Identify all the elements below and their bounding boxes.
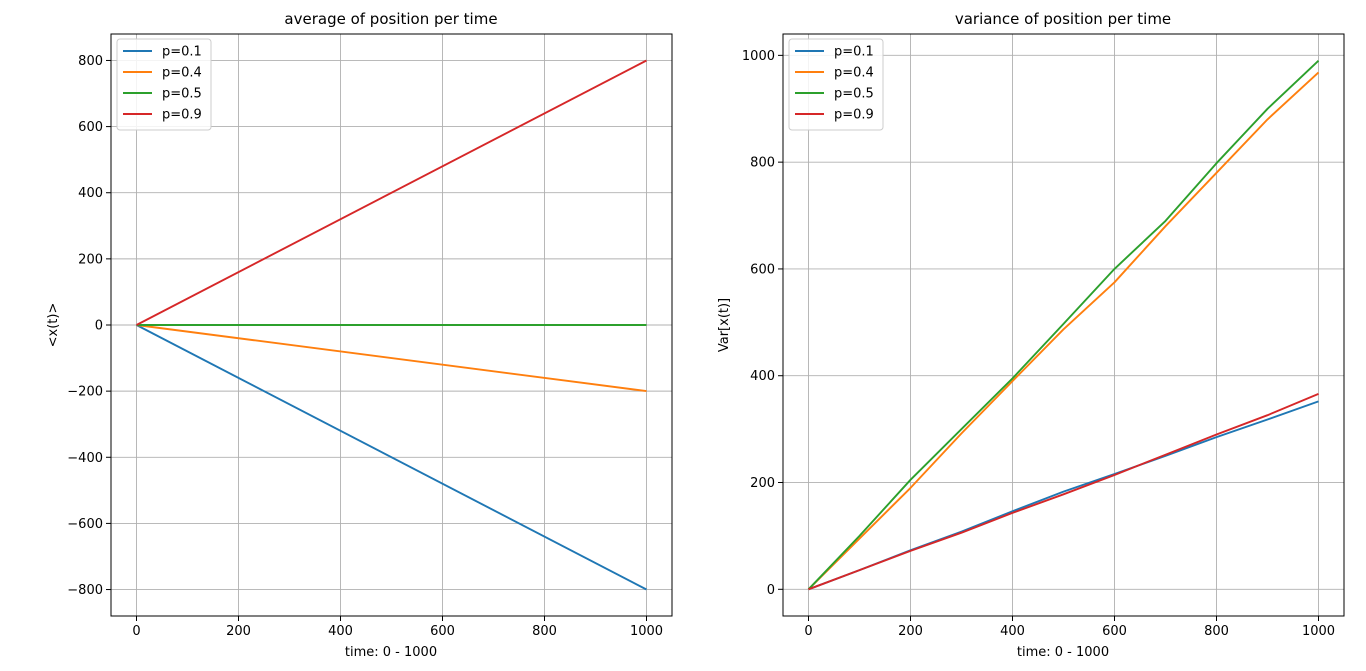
legend-label: p=0.1 bbox=[162, 45, 202, 60]
y-tick-label: 1000 bbox=[742, 49, 775, 64]
plot-frame bbox=[110, 33, 673, 617]
x-axis-label: time: 0 - 1000 bbox=[1017, 645, 1109, 660]
x-tick-label: 800 bbox=[532, 624, 557, 639]
series-line-p=0.9 bbox=[808, 393, 1319, 591]
y-tick-label: 800 bbox=[78, 54, 103, 69]
series-line-p=0.4 bbox=[807, 71, 1320, 590]
series-line-p=0.9 bbox=[136, 59, 647, 326]
x-tick-label: 800 bbox=[1204, 624, 1229, 639]
y-tick-label: 0 bbox=[767, 583, 775, 598]
legend-label: p=0.4 bbox=[834, 66, 874, 81]
legend-frame bbox=[788, 38, 884, 131]
chart-title: variance of position per time bbox=[955, 10, 1171, 28]
y-axis-label: Var[x(t)] bbox=[717, 298, 732, 352]
y-tick-label: 200 bbox=[78, 252, 103, 267]
y-axis-label: <x(t)> bbox=[46, 303, 61, 348]
y-tick-label: 600 bbox=[750, 262, 775, 277]
legend: p=0.1 p=0.4 p=0.5 p=0.9 bbox=[788, 38, 884, 131]
x-tick-label: 200 bbox=[898, 624, 923, 639]
x-tick-label: 600 bbox=[430, 624, 455, 639]
legend-label: p=0.1 bbox=[834, 45, 874, 60]
legend-label: p=0.5 bbox=[834, 87, 874, 102]
legend-label: p=0.4 bbox=[162, 66, 202, 81]
x-tick-label: 400 bbox=[1000, 624, 1025, 639]
series-line-p=0.5 bbox=[807, 60, 1320, 590]
y-tick-label: 400 bbox=[78, 186, 103, 201]
legend-label: p=0.5 bbox=[162, 87, 202, 102]
y-tick-label: −200 bbox=[67, 385, 103, 400]
legend-label: p=0.9 bbox=[162, 108, 202, 123]
legend-frame bbox=[116, 38, 212, 131]
average-position-chart: average of position per time time: 0 - 1… bbox=[46, 10, 673, 660]
plot-frame bbox=[782, 33, 1345, 617]
x-tick-label: 200 bbox=[226, 624, 251, 639]
y-tick-label: −800 bbox=[67, 583, 103, 598]
x-tick-label: 1000 bbox=[1302, 624, 1335, 639]
legend-label: p=0.9 bbox=[834, 108, 874, 123]
x-tick-label: 400 bbox=[328, 624, 353, 639]
legend: p=0.1 p=0.4 p=0.5 p=0.9 bbox=[116, 38, 212, 131]
series-line-p=0.4 bbox=[136, 324, 647, 393]
x-axis-label: time: 0 - 1000 bbox=[345, 645, 437, 660]
variance-position-chart: variance of position per time time: 0 - … bbox=[717, 10, 1345, 660]
y-tick-label: 600 bbox=[78, 120, 103, 135]
y-tick-label: 400 bbox=[750, 369, 775, 384]
y-tick-label: 200 bbox=[750, 476, 775, 491]
y-tick-label: −400 bbox=[67, 451, 103, 466]
x-tick-label: 600 bbox=[1102, 624, 1127, 639]
x-tick-label: 1000 bbox=[630, 624, 663, 639]
x-tick-label: 0 bbox=[804, 624, 812, 639]
y-tick-label: −600 bbox=[67, 517, 103, 532]
y-tick-label: 0 bbox=[95, 319, 103, 334]
y-tick-label: 800 bbox=[750, 156, 775, 171]
x-tick-label: 0 bbox=[132, 624, 140, 639]
series-line-p=0.1 bbox=[136, 324, 647, 591]
chart-title: average of position per time bbox=[284, 10, 497, 28]
